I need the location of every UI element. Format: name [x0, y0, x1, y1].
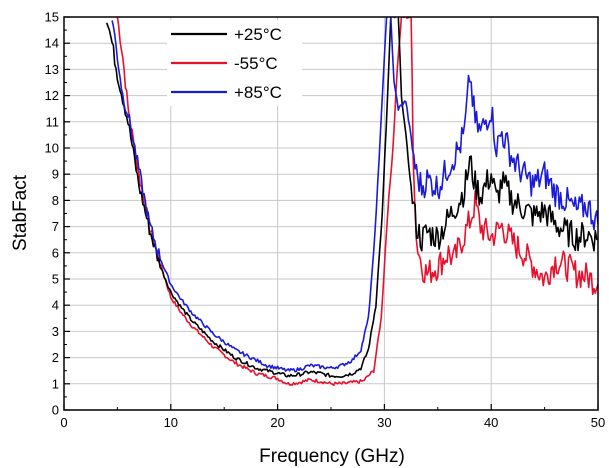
y-tick-label: 11: [46, 114, 60, 129]
y-tick-label: 10: [45, 141, 59, 156]
y-tick-label: 6: [52, 245, 59, 260]
y-axis-title: StabFact: [10, 174, 31, 251]
y-tick-label: 2: [52, 350, 59, 365]
y-tick-label: 15: [45, 10, 59, 25]
x-tick-labels: 0 10 20 30 40 50: [60, 415, 605, 430]
series-line: [111, 17, 598, 373]
y-tick-label: 9: [52, 167, 59, 182]
plot-frame: [63, 16, 599, 411]
series-lines: [105, 17, 598, 386]
x-tick-label: 30: [377, 415, 391, 430]
y-tick-label: 12: [45, 88, 59, 103]
x-axis-title: Frequency (GHz): [259, 446, 405, 467]
x-tick-label: 10: [164, 415, 178, 430]
y-tick-label: 13: [45, 62, 59, 77]
legend-label: -55°C: [234, 54, 278, 73]
legend-label: +85°C: [234, 83, 282, 102]
x-tick-label: 0: [60, 415, 67, 430]
legend: +25°C -55°C +85°C: [167, 20, 302, 106]
x-tick-label: 50: [591, 415, 605, 430]
y-tick-label: 4: [52, 298, 59, 313]
y-tick-label: 7: [52, 219, 59, 234]
y-tick-label: 3: [52, 324, 59, 339]
y-tick-label: 1: [52, 376, 59, 391]
y-tick-label: 5: [52, 272, 59, 287]
y-tick-label: 8: [52, 193, 59, 208]
series-line: [105, 17, 598, 378]
x-tick-label: 20: [270, 415, 284, 430]
y-tick-label: 14: [45, 36, 59, 51]
legend-label: +25°C: [234, 25, 282, 44]
series-line: [116, 17, 598, 386]
y-tick-label: 0: [52, 403, 59, 418]
x-tick-label: 40: [484, 415, 498, 430]
